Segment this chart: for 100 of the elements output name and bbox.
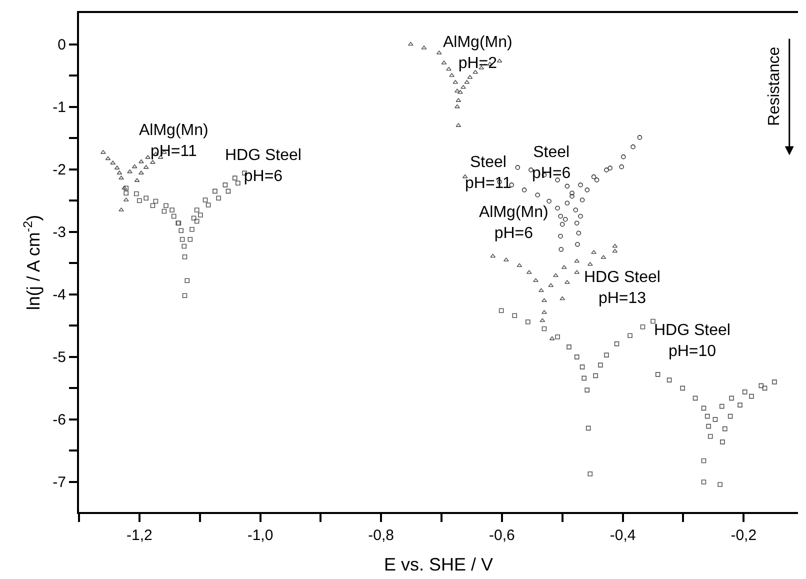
point	[222, 182, 228, 188]
point	[138, 170, 144, 174]
point	[706, 424, 711, 429]
point	[701, 480, 706, 484]
point	[575, 242, 580, 247]
point	[232, 176, 238, 180]
point	[216, 196, 221, 200]
point	[206, 202, 211, 208]
annotation: AlMg(Mn) pH=6	[479, 204, 548, 242]
point	[718, 482, 722, 487]
point	[496, 58, 502, 63]
point	[719, 404, 724, 409]
annotation: Resistance	[766, 46, 784, 126]
point	[190, 226, 194, 232]
point	[191, 216, 196, 220]
point	[458, 90, 463, 94]
point	[498, 308, 504, 314]
point	[198, 212, 203, 218]
point	[170, 208, 174, 212]
point	[553, 273, 558, 278]
point	[202, 198, 208, 202]
point	[619, 164, 624, 170]
annotation: HDG Steel pH=13	[584, 269, 660, 307]
point	[515, 165, 520, 170]
point	[558, 246, 564, 252]
point	[555, 334, 560, 340]
point	[171, 214, 176, 219]
point	[580, 198, 585, 202]
point	[655, 372, 660, 377]
point	[620, 154, 626, 160]
x-tick-label: -0,4	[610, 527, 636, 544]
point	[408, 42, 414, 46]
point	[144, 196, 148, 200]
point	[628, 333, 632, 338]
point	[164, 203, 168, 208]
point	[630, 144, 636, 150]
point	[650, 318, 656, 324]
x-axis-title: E vs. SHE / V	[384, 554, 494, 575]
point	[512, 313, 518, 318]
y-tick-label: -1	[52, 99, 66, 116]
point	[460, 85, 466, 89]
point	[137, 198, 142, 203]
point	[701, 458, 706, 464]
point	[540, 318, 546, 322]
point	[680, 386, 685, 391]
point	[127, 169, 132, 174]
point	[588, 471, 593, 476]
annotation: AlMg(Mn) pH=11	[139, 122, 208, 160]
point	[549, 336, 555, 340]
annotation: HDG Steel pH=6	[225, 147, 302, 185]
point	[604, 168, 609, 172]
point	[758, 383, 764, 388]
point	[150, 160, 156, 164]
point	[591, 250, 596, 254]
point	[226, 188, 231, 194]
point	[608, 166, 612, 170]
point	[542, 298, 547, 302]
annotation: Steel pH=6	[532, 144, 571, 182]
point	[449, 73, 454, 77]
y-tick-label: 0	[58, 36, 66, 54]
x-tick-label: -1,2	[126, 527, 152, 544]
point	[555, 206, 560, 210]
point	[454, 88, 460, 93]
point	[182, 244, 187, 249]
annotation: AlMg(Mn) pH=2	[443, 34, 512, 72]
point	[580, 364, 585, 370]
point	[528, 168, 534, 172]
point	[772, 380, 777, 384]
point	[762, 386, 768, 391]
point	[692, 396, 698, 401]
point	[640, 324, 646, 330]
point	[132, 164, 138, 168]
y-tick-label: -4	[52, 286, 66, 304]
point	[637, 135, 642, 140]
point	[542, 310, 547, 314]
point	[742, 390, 748, 394]
point	[188, 236, 193, 242]
point	[604, 352, 609, 358]
x-tick-label: -0,2	[730, 527, 757, 544]
point	[594, 178, 600, 182]
point	[701, 406, 706, 411]
point	[558, 214, 563, 219]
point	[708, 434, 713, 439]
point	[194, 218, 200, 224]
y-tick-label: -7	[52, 474, 66, 492]
point	[533, 278, 538, 282]
y-tick-label: -3	[52, 224, 66, 242]
point	[150, 203, 156, 208]
point	[612, 248, 618, 253]
point	[666, 378, 672, 382]
point	[570, 194, 574, 199]
point	[729, 396, 734, 401]
point	[526, 320, 530, 324]
point	[598, 362, 603, 368]
point	[578, 182, 583, 188]
point	[582, 376, 587, 381]
point	[562, 216, 568, 222]
point	[591, 174, 596, 180]
point	[614, 341, 620, 346]
point	[182, 254, 188, 260]
